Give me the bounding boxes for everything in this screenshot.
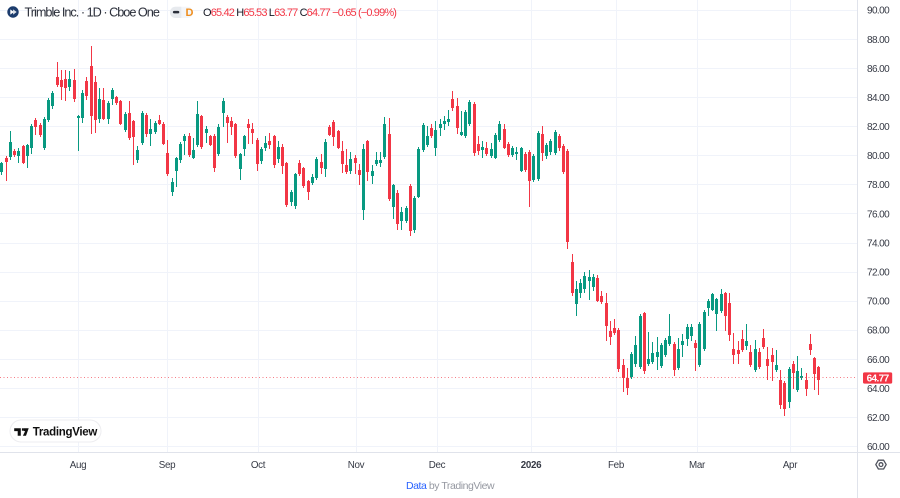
svg-text:82.00: 82.00 bbox=[867, 122, 890, 133]
svg-text:Mar: Mar bbox=[689, 460, 706, 471]
svg-text:86.00: 86.00 bbox=[867, 64, 890, 75]
svg-text:78.00: 78.00 bbox=[867, 180, 890, 191]
svg-text:72.00: 72.00 bbox=[867, 268, 890, 279]
svg-text:Oct: Oct bbox=[251, 460, 266, 471]
svg-text:90.00: 90.00 bbox=[867, 6, 890, 17]
svg-text:Apr: Apr bbox=[783, 460, 798, 471]
svg-text:66.00: 66.00 bbox=[867, 355, 890, 366]
svg-text:Dec: Dec bbox=[429, 460, 446, 471]
svg-text:2026: 2026 bbox=[521, 460, 542, 471]
svg-text:D: D bbox=[186, 7, 194, 19]
svg-text:62.00: 62.00 bbox=[867, 413, 890, 424]
svg-text:Data by TradingView: Data by TradingView bbox=[406, 480, 495, 492]
svg-text:76.00: 76.00 bbox=[867, 209, 890, 220]
svg-text:64.00: 64.00 bbox=[867, 384, 890, 395]
svg-text:74.00: 74.00 bbox=[867, 238, 890, 249]
svg-text:64.77: 64.77 bbox=[867, 374, 890, 385]
svg-text:68.00: 68.00 bbox=[867, 326, 890, 337]
svg-text:84.00: 84.00 bbox=[867, 93, 890, 104]
svg-text:80.00: 80.00 bbox=[867, 151, 890, 162]
svg-text:Trimble Inc. · 1D · Cboe One: Trimble Inc. · 1D · Cboe One bbox=[25, 5, 160, 19]
svg-text:Nov: Nov bbox=[348, 460, 365, 471]
svg-text:Feb: Feb bbox=[608, 460, 625, 471]
svg-text:70.00: 70.00 bbox=[867, 297, 890, 308]
svg-text:Sep: Sep bbox=[159, 460, 176, 471]
svg-text:60.00: 60.00 bbox=[867, 442, 890, 453]
svg-text:Aug: Aug bbox=[70, 460, 87, 471]
svg-text:TradingView: TradingView bbox=[33, 427, 98, 439]
svg-text:O65.42 H65.53 L63.77 C64.77 −0: O65.42 H65.53 L63.77 C64.77 −0.65 (−0.99… bbox=[203, 7, 396, 19]
svg-text:88.00: 88.00 bbox=[867, 35, 890, 46]
